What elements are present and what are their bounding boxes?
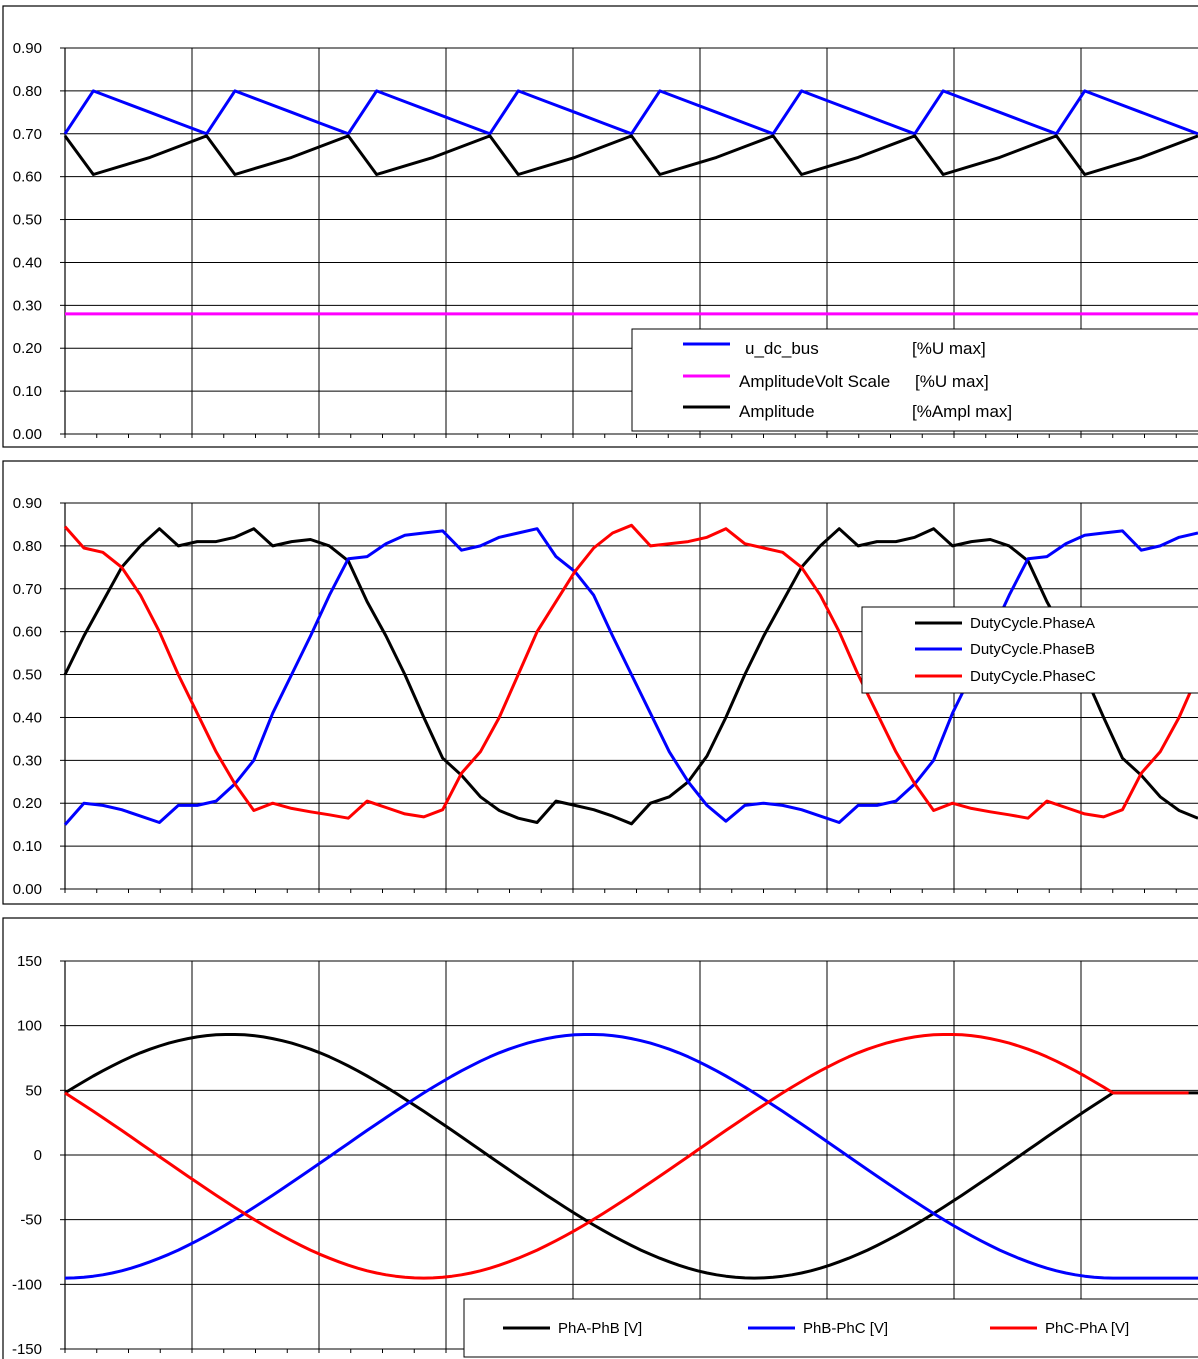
series-lines — [64, 1033, 1198, 1280]
y-tick-label: 100 — [17, 1018, 42, 1035]
y-tick-label: 0 — [34, 1147, 42, 1164]
y-tick-label: 50 — [25, 1082, 42, 1099]
y-tick-label: 0.90 — [13, 40, 42, 57]
y-tick-label: 0.90 — [13, 495, 42, 512]
series-line-dutycycle-phasec — [63, 523, 1198, 820]
series-lines — [63, 523, 1198, 826]
series-line-u-dc-bus — [63, 89, 1198, 136]
legend-label-phb-phc: PhB-PhC [V] — [803, 1320, 888, 1337]
y-axis: 0.90 0.80 0.70 0.60 0.50 0.40 0.30 0.20 0.10 0.00 — [13, 495, 66, 898]
legend-label-pha-phb: PhA-PhB [V] — [558, 1320, 642, 1337]
y-axis: 150 100 50 0 -50 -100 -150 — [12, 953, 66, 1358]
y-tick-label: 0.10 — [13, 383, 42, 400]
legend: u_dc_bus [%U max] AmplitudeVolt Scale [%… — [631, 328, 1198, 432]
legend-label-amplitudevolt-scale: AmplitudeVolt Scale — [739, 372, 890, 391]
y-tick-label: 0.70 — [13, 581, 42, 598]
chart-panel-3: 150 100 50 0 -50 -100 -150 PhA-PhB [V] PhB-PhC… — [2, 917, 1198, 1359]
legend-label-phaseb: DutyCycle.PhaseB — [970, 641, 1095, 658]
y-tick-label: 0.20 — [13, 340, 42, 357]
y-tick-label: 150 — [17, 953, 42, 970]
legend-unit-amplitude: [%Ampl max] — [912, 402, 1012, 421]
legend-label-amplitude: Amplitude — [739, 402, 815, 421]
y-tick-label: 0.60 — [13, 624, 42, 641]
y-tick-label: 0.70 — [13, 126, 42, 143]
y-tick-label: 0.40 — [13, 709, 42, 726]
legend-unit-amplitudevolt-scale: [%U max] — [915, 372, 989, 391]
y-tick-label: 0.50 — [13, 667, 42, 684]
series-line-phc-pha — [64, 1033, 1189, 1280]
y-tick-label: 0.30 — [13, 752, 42, 769]
y-tick-label: -50 — [20, 1212, 42, 1229]
y-tick-label: 0.20 — [13, 795, 42, 812]
series-line-phb-phc — [64, 1033, 1198, 1280]
y-tick-label: -150 — [12, 1341, 42, 1358]
legend-box — [631, 328, 1198, 432]
y-tick-label: 0.80 — [13, 538, 42, 555]
legend-label-u-dc-bus: u_dc_bus — [745, 339, 819, 358]
legend-unit-u-dc-bus: [%U max] — [912, 339, 986, 358]
legend-label-phasec: DutyCycle.PhaseC — [970, 668, 1096, 685]
legend-box — [463, 1298, 1198, 1358]
y-tick-label: 0.50 — [13, 212, 42, 229]
y-tick-label: 0.00 — [13, 881, 42, 898]
y-axis: 0.90 0.80 0.70 0.60 0.50 0.40 0.30 0.20 0.10 0.00 — [13, 40, 66, 443]
panel-border — [2, 917, 1198, 1359]
y-tick-label: 0.80 — [13, 83, 42, 100]
legend: PhA-PhB [V] PhB-PhC [V] PhC-PhA [V] — [463, 1298, 1198, 1358]
chart-panel-2: 0.90 0.80 0.70 0.60 0.50 0.40 0.30 0.20 0.10 0.00… — [2, 460, 1198, 905]
chart-panel-1: 0.90 0.80 0.70 0.60 0.50 0.40 0.30 0.20 0.10 0.00… — [2, 5, 1198, 448]
legend-label-phc-pha: PhC-PhA [V] — [1045, 1320, 1129, 1337]
y-tick-label: 0.10 — [13, 838, 42, 855]
series-line-amplitude — [63, 134, 1198, 176]
legend-label-phasea: DutyCycle.PhaseA — [970, 615, 1095, 632]
y-tick-label: 0.00 — [13, 426, 42, 443]
y-tick-label: -100 — [12, 1276, 42, 1293]
series-line-dutycycle-phasea — [63, 527, 1198, 826]
legend: DutyCycle.PhaseA DutyCycle.PhaseB DutyCy… — [861, 606, 1198, 694]
y-tick-label: 0.40 — [13, 254, 42, 271]
series-lines — [63, 89, 1198, 316]
series-line-pha-phb — [64, 1033, 1198, 1280]
y-tick-label: 0.30 — [13, 297, 42, 314]
y-tick-label: 0.60 — [13, 169, 42, 186]
series-line-dutycycle-phaseb — [63, 527, 1198, 826]
